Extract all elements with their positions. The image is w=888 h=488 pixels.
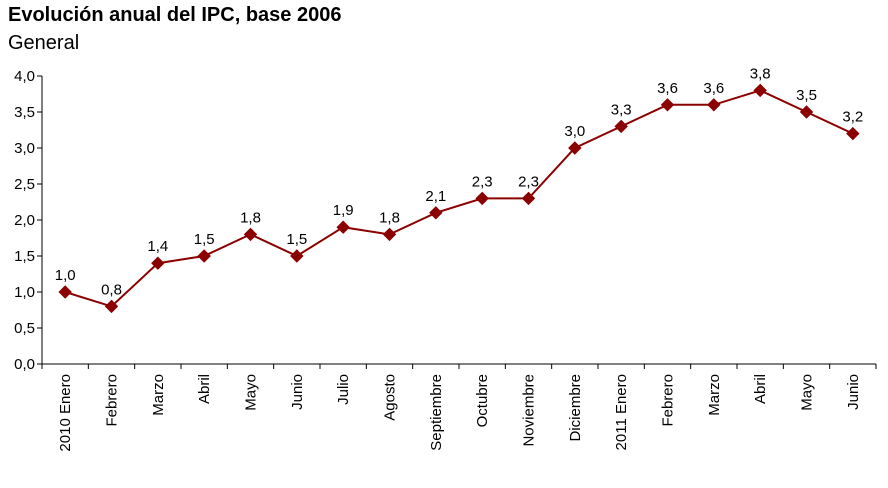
chart-title: Evolución anual del IPC, base 2006	[8, 4, 342, 26]
data-label: 2,3	[472, 173, 493, 190]
y-tick-label: 2,0	[14, 212, 35, 229]
x-tick-label: Febrero	[660, 374, 677, 427]
series-line	[64, 89, 854, 308]
data-point	[799, 105, 814, 119]
y-tick-label: 3,5	[14, 104, 35, 121]
x-tick-label: Marzo	[706, 374, 723, 416]
data-label: 2,3	[518, 173, 539, 190]
data-point	[660, 98, 675, 112]
data-label: 3,6	[703, 80, 724, 97]
x-tick-label: Marzo	[150, 374, 167, 416]
data-label: 1,4	[147, 238, 168, 255]
data-label: 1,8	[379, 209, 400, 226]
data-label: 1,9	[333, 202, 354, 219]
data-point	[336, 220, 350, 234]
data-label: 1,5	[286, 231, 307, 248]
data-point	[614, 119, 628, 134]
y-tick-label: 0,5	[14, 320, 35, 337]
data-point	[846, 126, 860, 141]
data-point	[429, 206, 443, 220]
data-point	[290, 249, 304, 263]
data-label: 3,0	[564, 123, 585, 140]
data-label: 0,8	[101, 281, 122, 298]
x-tick-label: Junio	[289, 374, 306, 410]
x-tick-label: Octubre	[474, 374, 491, 427]
data-label: 1,8	[240, 209, 261, 226]
data-point	[707, 98, 721, 112]
y-tick-label: 1,5	[14, 248, 35, 265]
data-label: 3,8	[750, 65, 771, 82]
x-tick-label: Septiembre	[428, 374, 445, 451]
data-point	[382, 227, 397, 242]
data-point	[58, 285, 72, 299]
data-point	[475, 191, 489, 206]
y-tick-label: 1,0	[14, 284, 35, 301]
y-tick-label: 3,0	[14, 140, 35, 157]
x-tick-label: Mayo	[799, 374, 816, 411]
data-point	[151, 256, 165, 270]
x-tick-label: Mayo	[243, 374, 260, 411]
y-tick-label: 4,0	[14, 68, 35, 85]
data-point	[521, 191, 536, 206]
data-point	[197, 249, 211, 263]
data-label: 1,0	[55, 267, 76, 284]
data-point	[104, 299, 119, 314]
data-label: 2,1	[425, 188, 446, 205]
x-tick-label: Febrero	[104, 374, 121, 427]
x-tick-label: Abril	[752, 374, 769, 404]
data-label: 3,2	[842, 109, 863, 126]
x-tick-label: Junio	[845, 374, 862, 410]
data-labels: 1,0 0,8 1,4 1,5 1,8 1,5 1,9 1,8 2,1 2,3 2,3 3,0 3,3 3…	[55, 65, 864, 298]
x-axis-ticks: 2010 Enero Febrero Marzo Abril Mayo Junio Juli…	[41, 364, 877, 452]
y-axis-ticks: 0,0 0,5 1,0 1,5 2,0 2,5 3,0 3,5 4,0	[14, 68, 42, 373]
axes	[41, 76, 876, 365]
x-tick-label: 2010 Enero	[57, 374, 74, 452]
series-ipc-general	[58, 83, 860, 314]
data-point	[243, 227, 258, 242]
data-label: 1,5	[194, 231, 215, 248]
x-tick-label: 2011 Enero	[613, 374, 630, 450]
data-point	[568, 141, 582, 155]
x-tick-label: Noviembre	[521, 374, 538, 447]
x-tick-label: Agosto	[382, 374, 399, 421]
data-label: 3,6	[657, 80, 678, 97]
data-label: 3,5	[796, 87, 817, 104]
y-tick-label: 2,5	[14, 176, 35, 193]
y-tick-label: 0,0	[14, 356, 35, 373]
chart-subtitle: General	[8, 32, 80, 54]
data-point	[753, 83, 767, 98]
x-tick-label: Diciembre	[567, 374, 584, 442]
x-tick-label: Julio	[335, 374, 352, 405]
x-tick-label: Abril	[196, 374, 213, 404]
data-label: 3,3	[611, 101, 632, 118]
